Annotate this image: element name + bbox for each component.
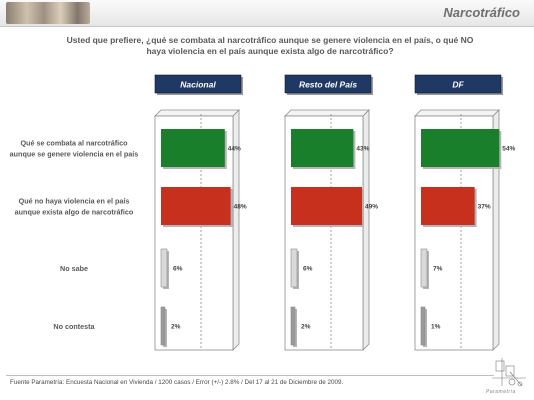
bar-nacional-1 (161, 187, 231, 225)
category-label-line: No contesta (53, 322, 95, 331)
category-label-3: No contesta (53, 322, 95, 331)
category-label-1: Qué no haya violencia en el país aunque e… (15, 197, 134, 217)
header-photo (6, 2, 90, 24)
data-label-df-0: 54% (502, 146, 515, 153)
question-line-1: Usted que prefiere, ¿qué se combata al n… (66, 35, 474, 45)
bar-resto-del-pais-1 (291, 187, 363, 225)
panel-top-resto-del-pais (284, 109, 370, 117)
panel-top-df (414, 109, 500, 117)
data-label-nacional-2: 6% (173, 266, 183, 273)
data-label-df-3: 1% (431, 324, 441, 331)
data-label-resto-del-pais-0: 43% (356, 146, 369, 153)
data-label-resto-del-pais-3: 2% (301, 324, 311, 331)
series-label-df: DF (452, 80, 464, 90)
category-label-line: aunque exista algo de narcotráfico (15, 208, 134, 217)
series-label-resto-del-pais: Resto del País (299, 80, 357, 90)
tab-resto-del-pais (284, 74, 372, 94)
category-label-0: Qué se combata al narcotráfico aunque se … (10, 139, 139, 159)
tab-nacional (154, 74, 242, 94)
tab-df (414, 74, 502, 94)
brand-name: Parametría (486, 389, 516, 395)
data-label-resto-del-pais-1: 49% (365, 204, 378, 211)
category-label-line: Qué no haya violencia en el país (19, 197, 130, 206)
bar-df-3 (420, 306, 426, 346)
question-line-2: haya violencia en el país aunque exista … (146, 46, 394, 56)
page-title: Narcotráfico (443, 5, 520, 20)
panel-top-nacional (154, 109, 240, 117)
parametria-logo-icon (492, 358, 526, 387)
survey-question: Usted que prefiere, ¿qué se combata al n… (60, 35, 480, 57)
bar-resto-del-pais-3 (290, 306, 296, 346)
data-label-df-1: 37% (478, 204, 491, 211)
bar-nacional-0 (161, 129, 225, 167)
bar-df-2 (420, 248, 428, 288)
bar-df-0 (421, 129, 500, 167)
data-label-df-2: 7% (433, 266, 443, 273)
category-label-line: No sabe (60, 264, 88, 273)
data-label-nacional-1: 48% (234, 204, 247, 211)
bar-resto-del-pais-2 (290, 248, 298, 288)
category-label-2: No sabe (60, 264, 88, 273)
bar-resto-del-pais-0 (291, 129, 354, 167)
bar-df-1 (421, 187, 475, 225)
bar-nacional-2 (160, 248, 168, 288)
data-label-nacional-0: 44% (228, 146, 241, 153)
footer-divider (6, 375, 494, 376)
category-label-line: Qué se combata al narcotráfico (20, 139, 128, 148)
series-label-nacional: Nacional (180, 80, 216, 90)
footer-source: Fuente Parametría: Encuesta Nacional en … (10, 379, 344, 386)
data-label-nacional-3: 2% (171, 324, 181, 331)
data-label-resto-del-pais-2: 6% (303, 266, 313, 273)
category-label-line: aunque se genere violencia en el país (10, 150, 139, 159)
bar-nacional-3 (160, 306, 166, 346)
